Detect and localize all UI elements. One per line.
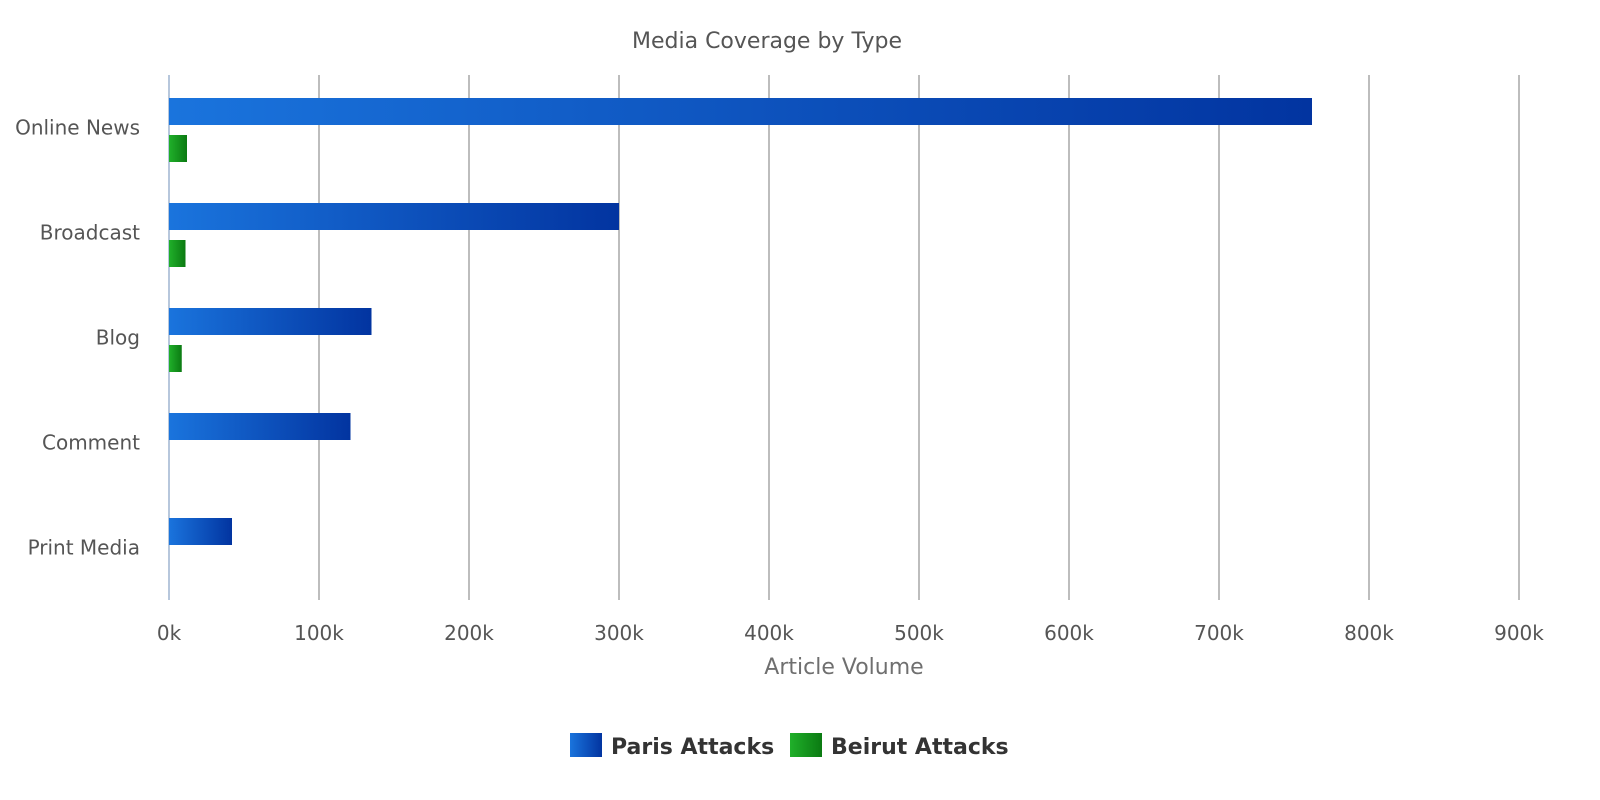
category-labels: Online News Broadcast Blog Comment Print Med… xyxy=(15,116,140,560)
x-tick-label: 900k xyxy=(1494,621,1544,645)
chart-title: Media Coverage by Type xyxy=(632,29,902,54)
x-tick-label: 700k xyxy=(1194,621,1244,645)
x-tick-label: 200k xyxy=(444,621,494,645)
x-tick-label: 500k xyxy=(894,621,944,645)
legend-swatch xyxy=(570,733,602,757)
x-axis-title: Article Volume xyxy=(764,655,923,680)
x-tick-label: 300k xyxy=(594,621,644,645)
category-label: Blog xyxy=(96,326,140,350)
bar-beirut-attacks[interactable] xyxy=(169,240,186,267)
x-tick-label: 100k xyxy=(294,621,344,645)
category-label: Comment xyxy=(42,431,140,455)
category-label: Online News xyxy=(15,116,140,140)
x-tick-label: 0k xyxy=(157,621,182,645)
gridlines xyxy=(168,75,1520,600)
category-label: Broadcast xyxy=(40,221,140,245)
bar-paris-attacks[interactable] xyxy=(169,203,619,230)
bar-paris-attacks[interactable] xyxy=(169,413,351,440)
category-label: Print Media xyxy=(28,536,140,560)
x-tick-label: 400k xyxy=(744,621,794,645)
bars xyxy=(169,98,1312,545)
legend-swatch xyxy=(790,733,822,757)
bar-paris-attacks[interactable] xyxy=(169,308,372,335)
legend-label[interactable]: Beirut Attacks xyxy=(831,735,1009,760)
legend-label[interactable]: Paris Attacks xyxy=(611,735,774,760)
bar-beirut-attacks[interactable] xyxy=(169,135,187,162)
legend: Paris Attacks Beirut Attacks xyxy=(570,733,1009,760)
x-tick-label: 600k xyxy=(1044,621,1094,645)
bar-paris-attacks[interactable] xyxy=(169,518,232,545)
bar-paris-attacks[interactable] xyxy=(169,98,1312,125)
bar-beirut-attacks[interactable] xyxy=(169,345,182,372)
x-tick-labels: 0k 100k 200k 300k 400k 500k 600k 700k 800k 900k xyxy=(157,621,1544,645)
x-tick-label: 800k xyxy=(1344,621,1394,645)
